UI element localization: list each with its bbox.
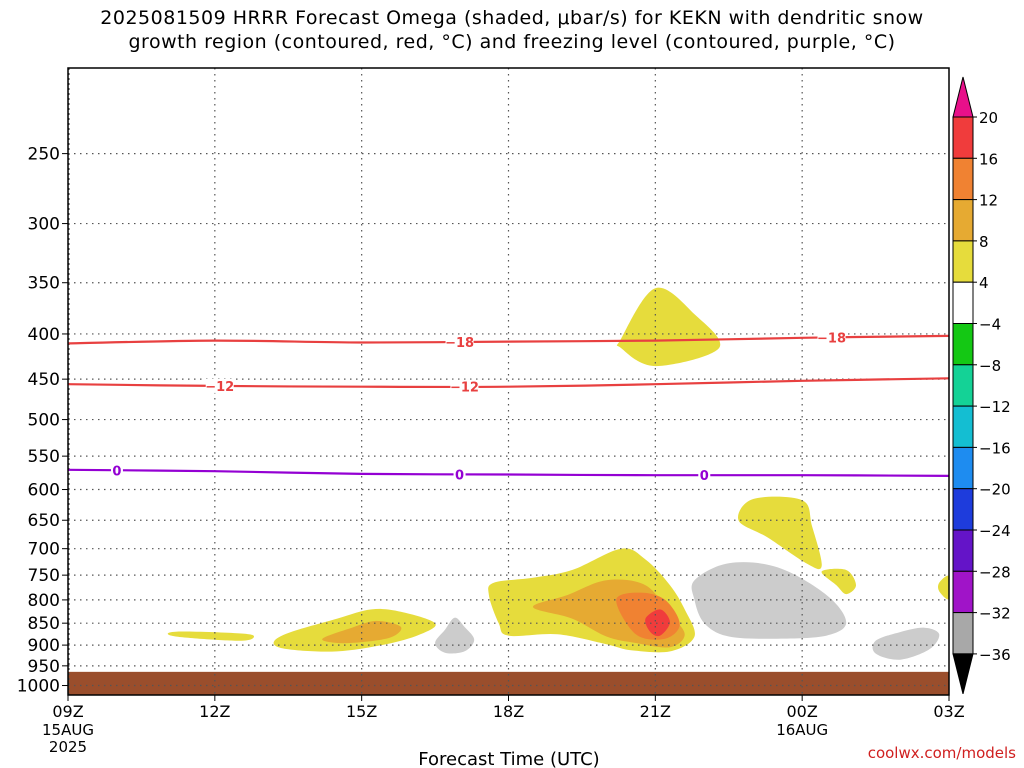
contour-label-bg-1-0 bbox=[205, 378, 234, 393]
contour-label-1-1: −12 bbox=[450, 381, 479, 396]
credit-text: coolwx.com/models bbox=[867, 744, 1016, 762]
colorbar-swatch-3 bbox=[952, 199, 974, 242]
contour-label-bg-2-2 bbox=[698, 468, 711, 483]
x-tick-year-09Z: 2025 bbox=[49, 738, 87, 756]
x-tick-date-00Z: 16AUG bbox=[776, 721, 828, 739]
omega-region-8 bbox=[616, 287, 721, 367]
omega-region-11 bbox=[938, 575, 949, 600]
y-tick-label-350: 350 bbox=[28, 274, 60, 294]
colorbar-swatch-6 bbox=[952, 323, 974, 366]
colorbar-swatch-5 bbox=[952, 281, 974, 325]
ground-layer bbox=[68, 671, 949, 695]
colorbar-label-4: 4 bbox=[979, 274, 989, 292]
y-tick-label-900: 900 bbox=[28, 636, 60, 656]
colorbar-swatch-13 bbox=[952, 612, 974, 655]
x-axis-label: Forecast Time (UTC) bbox=[418, 749, 599, 768]
colorbar-label-9: −20 bbox=[979, 481, 1011, 499]
y-tick-label-700: 700 bbox=[28, 540, 60, 560]
colorbar-label-12: −32 bbox=[979, 605, 1011, 623]
ground-fill bbox=[68, 671, 949, 695]
omega-region-17 bbox=[769, 603, 783, 623]
chart-title-line1: 2025081509 HRRR Forecast Omega (shaded, … bbox=[100, 7, 924, 29]
omega-region-0 bbox=[167, 631, 254, 641]
contour-label-0-1: −18 bbox=[817, 331, 846, 346]
colorbar: 20 16 12 8 4 −4 −8 −12 −16 −20 −24 −28 −32 −36 bbox=[952, 76, 1011, 695]
chart-title: 2025081509 HRRR Forecast Omega (shaded, … bbox=[0, 6, 1024, 54]
colorbar-label-11: −28 bbox=[979, 563, 1011, 581]
y-tick-label-550: 550 bbox=[28, 447, 60, 467]
contour-label-bg-2-0 bbox=[110, 463, 123, 478]
contour-label-2-0: 0 bbox=[112, 464, 121, 479]
colorbar-swatch-8 bbox=[952, 405, 974, 448]
colorbar-label-2: 12 bbox=[979, 192, 998, 210]
x-tick-label-12Z: 12Z bbox=[199, 702, 230, 721]
colorbar-swatch-11 bbox=[952, 529, 974, 572]
contour-label-2-1: 0 bbox=[455, 468, 464, 483]
contour-label-1-0: −12 bbox=[205, 380, 234, 395]
x-tick-label-18Z: 18Z bbox=[493, 702, 524, 721]
colorbar-swatch-9 bbox=[952, 446, 974, 490]
colorbar-label-1: 16 bbox=[979, 150, 998, 168]
contour-label-2-2: 0 bbox=[700, 469, 709, 484]
colorbar-swatch-12 bbox=[952, 570, 974, 614]
colorbar-arrow-bottom bbox=[952, 653, 974, 695]
colorbar-label-10: −24 bbox=[979, 522, 1011, 540]
omega-region-18 bbox=[872, 627, 940, 660]
x-tick-date-09Z: 15AUG bbox=[42, 721, 94, 739]
x-tick-label-03Z: 03Z bbox=[933, 702, 964, 721]
y-tick-label-650: 650 bbox=[28, 511, 60, 531]
contour-label-bg-1-1 bbox=[450, 379, 479, 394]
contour-line-0 bbox=[68, 334, 949, 345]
y-tick-label-800: 800 bbox=[28, 591, 60, 611]
y-tick-label-400: 400 bbox=[28, 325, 60, 345]
contour-label-bg-2-1 bbox=[453, 467, 466, 482]
colorbar-label-3: 8 bbox=[979, 233, 989, 251]
colorbar-label-6: −8 bbox=[979, 357, 1001, 375]
x-tick-label-00Z: 00Z bbox=[787, 702, 818, 721]
colorbar-label-8: −16 bbox=[979, 439, 1011, 457]
colorbar-label-0: 20 bbox=[979, 109, 998, 127]
colorbar-swatch-10 bbox=[952, 488, 974, 531]
x-tick-label-21Z: 21Z bbox=[640, 702, 671, 721]
colorbar-label-5: −4 bbox=[979, 316, 1001, 334]
colorbar-swatch-1 bbox=[952, 116, 974, 159]
y-tick-label-1000: 1000 bbox=[17, 677, 60, 697]
contour-label-bg-0-0 bbox=[445, 334, 474, 349]
y-tick-label-850: 850 bbox=[28, 614, 60, 634]
contour-line-2 bbox=[68, 468, 949, 477]
colorbar-arrow-top bbox=[952, 76, 974, 118]
chart-title-line2: growth region (contoured, red, °C) and f… bbox=[128, 31, 896, 53]
contour-layer: −18 −18 −12 −12 0 0 0 bbox=[68, 330, 949, 484]
y-tick-label-450: 450 bbox=[28, 370, 60, 390]
y-tick-label-600: 600 bbox=[28, 481, 60, 501]
y-tick-label-300: 300 bbox=[28, 215, 60, 235]
y-tick-label-950: 950 bbox=[28, 657, 60, 677]
y-tick-label-750: 750 bbox=[28, 566, 60, 586]
colorbar-swatch-4 bbox=[952, 240, 974, 283]
omega-region-7 bbox=[645, 609, 670, 637]
omega-region-9 bbox=[738, 496, 822, 570]
y-tick-label-250: 250 bbox=[28, 145, 60, 165]
colorbar-swatch-2 bbox=[952, 157, 974, 201]
contour-label-0-0: −18 bbox=[445, 336, 474, 351]
x-tick-label-15Z: 15Z bbox=[346, 702, 377, 721]
x-tick-label-09Z: 09Z bbox=[52, 702, 83, 721]
y-tick-label-500: 500 bbox=[28, 411, 60, 431]
colorbar-label-7: −12 bbox=[979, 398, 1011, 416]
y-axis: 2503003504004505005506006507007508008509… bbox=[17, 145, 68, 697]
contour-label-bg-0-1 bbox=[817, 330, 846, 345]
colorbar-label-13: −36 bbox=[979, 646, 1011, 664]
colorbar-swatch-7 bbox=[952, 364, 974, 407]
